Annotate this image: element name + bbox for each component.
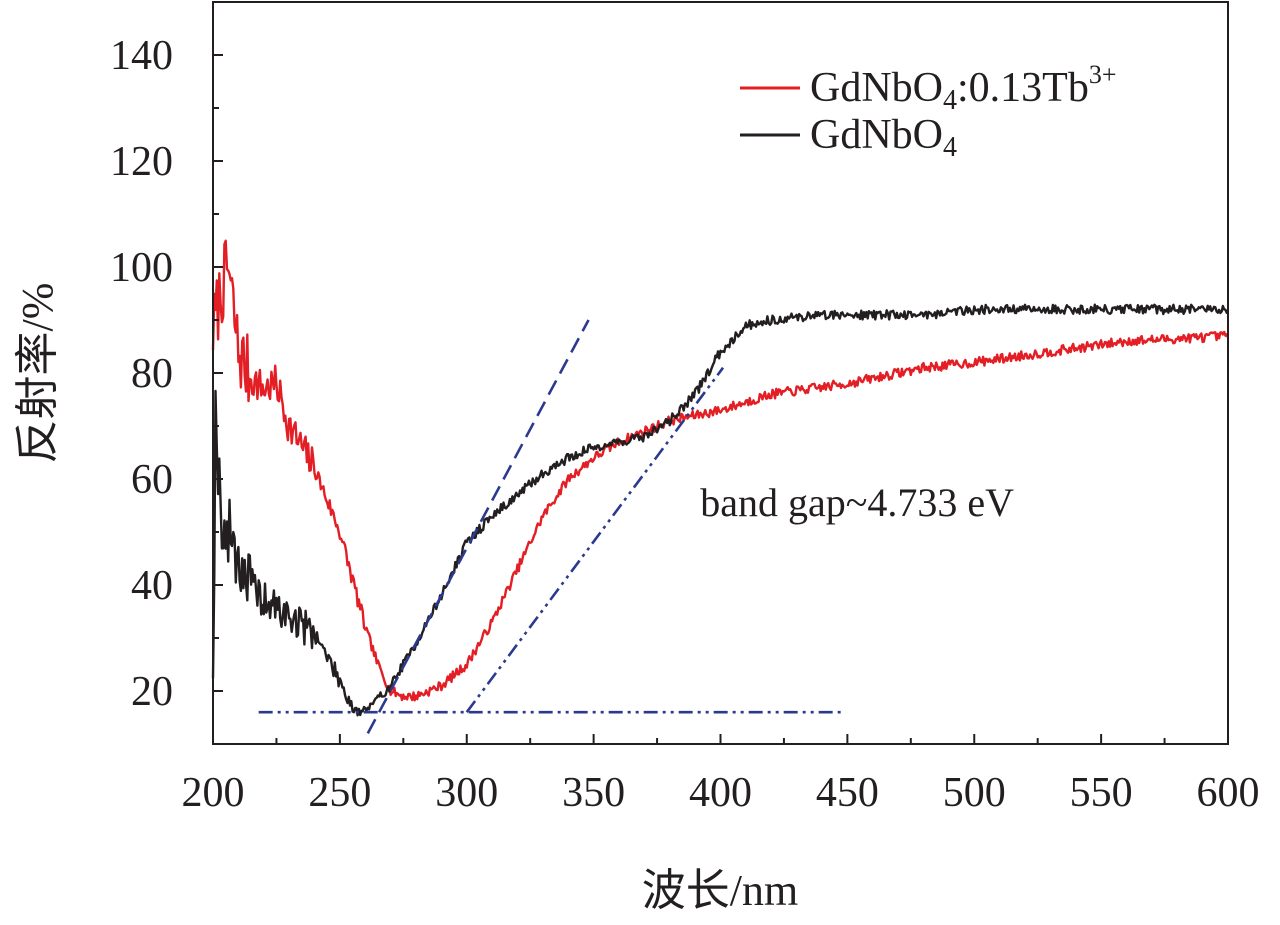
y-tick-label: 120	[110, 139, 173, 185]
series-line-tb-doped	[211, 239, 1230, 702]
legend-label-gdnbo4: GdNbO4	[810, 112, 957, 163]
x-tick-label: 250	[308, 770, 371, 816]
y-tick-label: 100	[110, 245, 173, 291]
y-tick-label: 140	[110, 33, 173, 79]
legend-label-tb-doped: GdNbO4:0.13Tb3+	[810, 60, 1117, 116]
tangent-guide-gdnbo4	[366, 319, 590, 735]
x-tick-label: 600	[1197, 770, 1260, 816]
tangent-guide-tb-doped	[465, 366, 725, 713]
series-line-gdnbo4	[211, 303, 1228, 717]
tick-layer: 200 250 300 350 400 450 500 550 600 20 40 60 80 100 12…	[110, 1, 1260, 816]
y-tick-label: 60	[131, 457, 173, 503]
x-tick-label: 400	[689, 770, 752, 816]
x-tick-label: 300	[435, 770, 498, 816]
guide-layer	[258, 319, 843, 735]
x-axis-title: 波长/nm	[642, 866, 798, 915]
x-tick-label: 550	[1070, 770, 1133, 816]
band-gap-annotation: band gap~4.733 eV	[700, 480, 1014, 525]
legend: GdNbO4:0.13Tb3+ GdNbO4	[740, 60, 1117, 163]
y-tick-label: 80	[131, 351, 173, 397]
y-tick-label: 20	[131, 669, 173, 715]
y-tick-label: 40	[131, 563, 173, 609]
x-tick-label: 450	[816, 770, 879, 816]
x-tick-label: 500	[943, 770, 1006, 816]
y-axis-title: 反射率/%	[13, 283, 62, 464]
x-tick-label: 350	[562, 770, 625, 816]
x-tick-label: 200	[182, 770, 245, 816]
series-layer	[211, 239, 1230, 717]
